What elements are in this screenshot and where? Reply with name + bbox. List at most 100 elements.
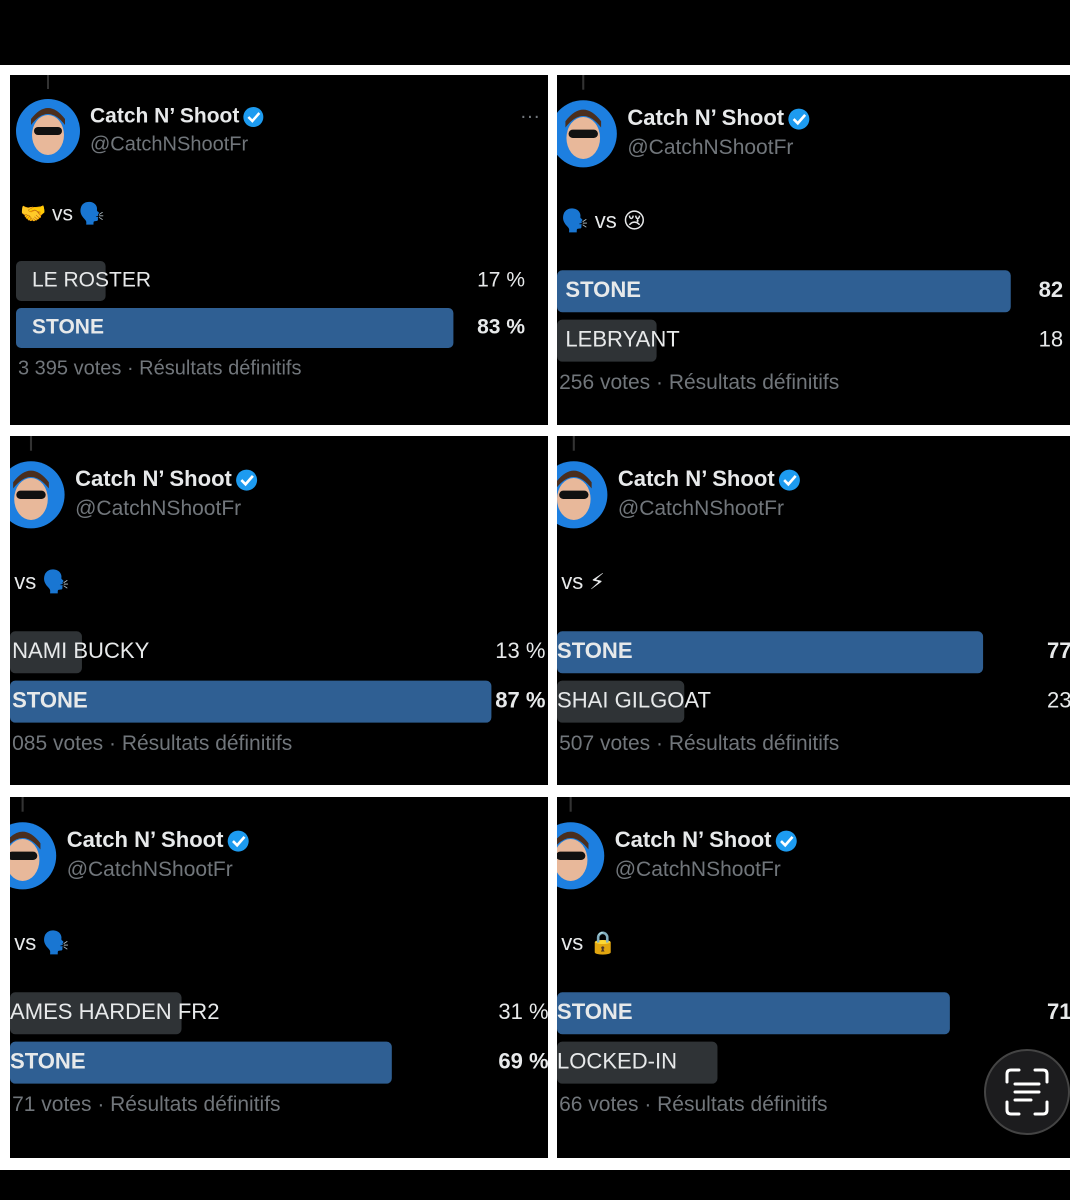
verified-badge [236,469,258,491]
tweet-content: Catch N’ Shoot @CatchNShootFr vs 🗣️ NAMI BU… [10,436,546,755]
tweet: Catch N’ Shoot @CatchNShootFr vs 🗣️ AMES HA… [10,797,549,1158]
tweet-bg [557,75,1070,425]
avatar-face [557,839,588,881]
avatar-face [557,478,591,520]
poll-bar [10,680,492,723]
option-percent: 31 % [498,999,548,1024]
poll-text: 🗣️ vs 😢 [561,208,646,233]
author-name: Catch N’ Shoot [75,466,232,491]
avatar-face [14,478,48,520]
author-name: Catch N’ Shoot [67,827,224,852]
live-text-icon [1005,1068,1049,1116]
poll-bar [557,680,685,723]
author-name: Catch N’ Shoot [627,105,784,130]
avatar-glasses [559,490,589,499]
verified-check [232,836,246,848]
poll-footer: 085 votes · Résultats définitifs [12,732,292,755]
author-handle: @CatchNShootFr [615,858,781,881]
author-handle: @CatchNShootFr [618,497,784,520]
avatar-hair [31,108,65,125]
poll-bar [557,270,1011,313]
option-label: STONE [557,638,633,663]
tweet-content: Catch N’ Shoot @CatchNShootFr 🗣️ vs 😢 STONE… [557,75,1064,394]
tweet-content: Catch N’ Shoot @CatchNShootFr vs 🔒 STONE 71 L… [557,797,1070,1116]
poll-text: 🤝 vs 🗣️ [20,201,105,226]
poll-bar [16,261,106,301]
author-handle: @CatchNShootFr [627,136,793,159]
option-label: STONE [32,316,104,339]
more-menu[interactable]: ··· [520,105,540,127]
option-label: LOCKED-IN [557,1048,677,1073]
avatar-glasses [557,851,586,860]
avatar-hair [557,831,589,850]
poll-text: vs 🗣️ [14,569,70,594]
poll-bar [10,1041,392,1084]
tweet: Catch N’ Shoot @CatchNShootFr vs 🗣️ NAMI BU… [10,436,548,785]
tweet-bg [10,436,548,785]
tweet: Catch N’ Shoot @CatchNShootFr vs ⚡ STONE 77 S… [557,436,1070,785]
verified-badge [778,469,800,491]
poll-bar [557,319,657,362]
avatar-glasses [16,490,46,499]
verified-check [792,114,807,126]
poll-footer: 71 votes · Résultats définitifs [12,1093,280,1116]
poll-text: vs 🔒 [561,930,617,955]
author-name: Catch N’ Shoot [90,105,239,128]
avatar-glasses [10,851,38,860]
option-label: STONE [12,687,88,712]
verified-check [783,475,797,487]
option-label: AMES HARDEN FR2 [10,999,219,1024]
tweet-content: Catch N’ Shoot @CatchNShootFr vs 🗣️ AMES HA… [10,797,549,1116]
verified-badge [775,830,797,852]
option-percent: 77 [1047,638,1070,663]
option-percent: 69 % [498,1048,549,1073]
option-label: SHAI GILGOAT [557,687,711,712]
poll-footer: 66 votes · Résultats définitifs [559,1093,827,1116]
option-label: STONE [10,1048,86,1073]
poll-footer: 507 votes · Résultats définitifs [559,732,839,755]
avatar-face [10,839,40,881]
verified-badge [227,830,249,852]
verified-badge [243,107,264,127]
author-handle: @CatchNShootFr [90,133,248,155]
tweet-bg [10,797,548,1158]
tweet-content: Catch N’ Shoot @CatchNShootFr vs ⚡ STONE 77 S… [557,436,1070,755]
avatar-face [566,117,601,159]
poll-bar [16,308,454,348]
option-label: STONE [557,999,633,1024]
verified-check [240,475,254,487]
author-handle: @CatchNShootFr [75,497,241,520]
tweet-bg [557,436,1070,785]
tweet: Catch N’ Shoot @CatchNShootFr ··· 🤝 vs 🗣️ LE… [10,75,548,425]
option-label: LEBRYANT [565,326,679,351]
poll-text: vs ⚡ [561,569,605,594]
poll-footer: 256 votes · Résultats définitifs [559,371,839,394]
avatar-hair [13,470,49,489]
poll-bar [10,992,182,1035]
option-percent: 13 % [495,638,545,663]
poll-bar [557,631,984,674]
verified-badge [788,108,810,130]
verified-check [247,112,261,123]
avatar-hair [10,831,41,850]
poll-text: vs 🗣️ [14,930,70,955]
author-name: Catch N’ Shoot [618,466,775,491]
option-label: NAMI BUCKY [12,638,149,663]
option-percent: 83 % [477,316,525,339]
verified-check [780,836,794,848]
avatar-glasses [34,127,62,135]
avatar-hair [557,470,592,489]
option-percent: 17 % [477,269,525,292]
avatar-glasses [568,129,598,138]
option-percent: 23 [1047,687,1070,712]
option-percent: 18 [1039,326,1064,351]
poll-bar [557,992,950,1035]
tweet-bg [10,75,548,425]
option-label: STONE [565,277,641,302]
author-name: Catch N’ Shoot [615,827,772,852]
option-percent: 82 [1039,277,1064,302]
poll-footer: 3 395 votes · Résultats définitifs [18,357,301,379]
option-percent: 71 [1047,999,1070,1024]
